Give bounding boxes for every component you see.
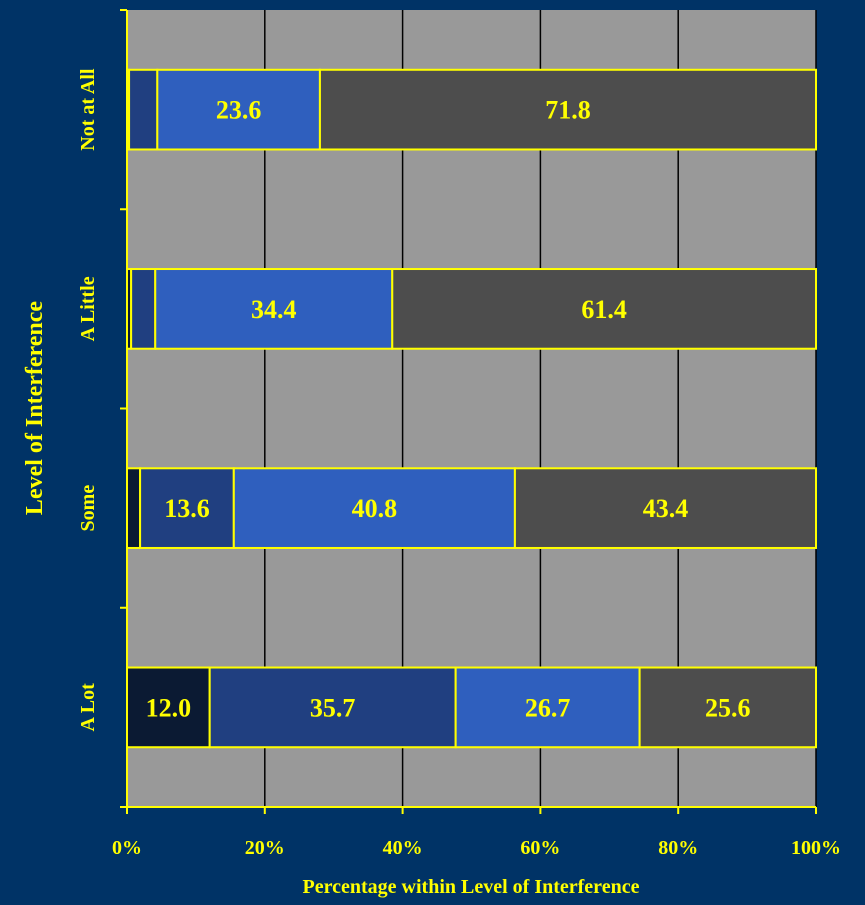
x-tick-label: 100% xyxy=(791,837,841,859)
y-tick-label: Not at All xyxy=(77,68,99,151)
tick-labels: 0% 20% 40% 60% 80% 100% Not at All A Little Some… xyxy=(77,68,841,859)
bar-segment xyxy=(391,268,817,350)
x-tick-label: 40% xyxy=(383,837,423,859)
data-label: 13.6 xyxy=(164,494,210,523)
data-label: 25.6 xyxy=(705,693,751,722)
y-axis-title: Level of Interference xyxy=(22,301,48,515)
y-tick-label: A Lot xyxy=(77,683,99,732)
bar-segment xyxy=(513,467,817,549)
bar-segment xyxy=(128,68,159,151)
data-label: 61.4 xyxy=(581,295,627,324)
bar-segment xyxy=(208,666,457,749)
x-axis-title: Percentage within Level of Interference xyxy=(303,876,640,898)
y-tick-label: Some xyxy=(77,485,99,532)
bar-segment xyxy=(139,467,235,549)
data-label: 12.0 xyxy=(146,693,192,722)
bar-segment xyxy=(126,467,142,549)
bar-segment xyxy=(318,68,817,151)
bar-segment xyxy=(126,666,211,749)
data-label: 34.4 xyxy=(251,295,297,324)
data-label: 71.8 xyxy=(545,96,591,125)
bar-segment xyxy=(232,467,516,549)
data-label: 43.4 xyxy=(643,494,689,523)
bar-segment xyxy=(130,268,157,350)
bar-segment xyxy=(454,666,641,749)
data-label: 35.7 xyxy=(310,693,356,722)
data-label: 26.7 xyxy=(525,693,571,722)
x-tick-label: 0% xyxy=(112,837,142,859)
bar-segment xyxy=(638,666,818,749)
data-label: 40.8 xyxy=(352,494,398,523)
bars: 23.6 71.8 34.4 61.4 13.6 40.8 43.4 12.0 35.7 26.7… xyxy=(126,68,818,749)
x-tick-label: 20% xyxy=(245,837,285,859)
bar-segment xyxy=(154,268,394,350)
x-tick-label: 80% xyxy=(658,837,698,859)
axes xyxy=(120,9,817,814)
y-tick-label: A Little xyxy=(77,276,99,341)
x-tick-label: 60% xyxy=(520,837,560,859)
data-label: 23.6 xyxy=(216,96,262,125)
